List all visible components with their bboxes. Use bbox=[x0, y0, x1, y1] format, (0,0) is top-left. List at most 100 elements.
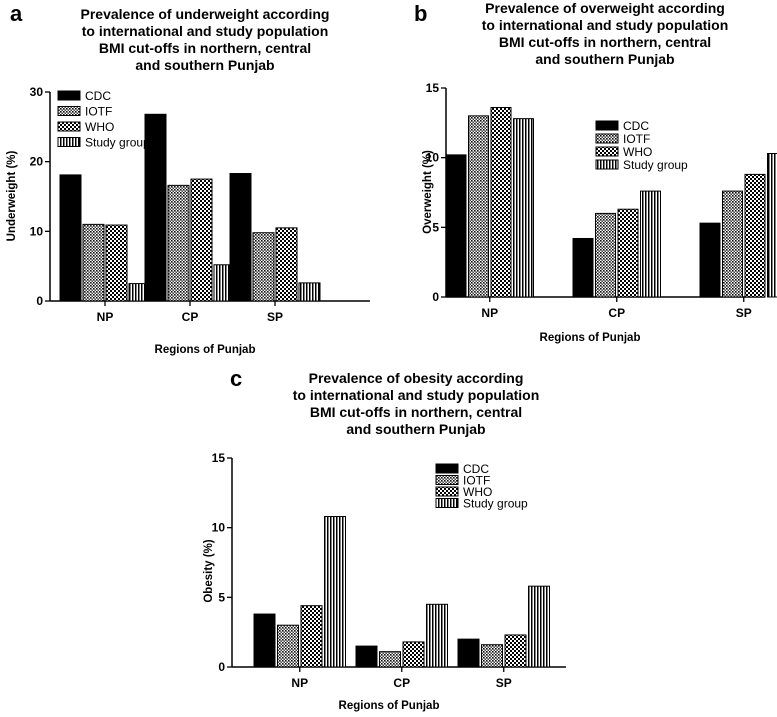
bar-cdc bbox=[355, 645, 378, 668]
bar-cdc bbox=[445, 154, 467, 298]
bar-iotf bbox=[595, 212, 616, 298]
legend-label: CDC bbox=[623, 119, 649, 133]
bar-cdc bbox=[572, 237, 594, 298]
bar-study-group bbox=[528, 585, 550, 668]
chart-title-line: and southern Punjab bbox=[535, 51, 675, 67]
bar-cdc bbox=[699, 222, 721, 298]
panel-label-b: b bbox=[414, 1, 428, 26]
bar-study-group bbox=[324, 516, 346, 668]
legend-label: WHO bbox=[85, 120, 114, 134]
bar-who bbox=[504, 634, 527, 668]
bar-cdc bbox=[144, 113, 167, 302]
chart-title-c: Prevalence of obesity according to inter… bbox=[258, 370, 574, 438]
bar-who bbox=[275, 227, 298, 302]
bar-iotf bbox=[722, 190, 743, 298]
legend-label: WHO bbox=[623, 145, 652, 159]
x-axis-label-a: Regions of Punjab bbox=[154, 344, 256, 356]
legend-swatch bbox=[435, 463, 459, 474]
legend-swatch bbox=[595, 146, 619, 157]
bar-who bbox=[105, 224, 128, 302]
legend-label: IOTF bbox=[463, 474, 490, 488]
x-tick-label: SP bbox=[496, 676, 512, 690]
legend-swatch bbox=[595, 120, 619, 131]
chart-title-line: BMI cut-offs in northern, central bbox=[98, 40, 312, 56]
panel-label-c: c bbox=[230, 366, 243, 391]
x-axis-label-c: Regions of Punjab bbox=[338, 700, 440, 712]
bar-iotf bbox=[468, 115, 489, 298]
chart-title-line: to international and study population bbox=[481, 17, 729, 33]
legend-swatch bbox=[57, 137, 81, 147]
legend-swatch bbox=[595, 159, 619, 170]
legend-label: CDC bbox=[85, 89, 111, 103]
bar-iotf bbox=[252, 232, 275, 302]
bar-iotf bbox=[277, 624, 299, 668]
x-tick-label: NP bbox=[291, 676, 308, 690]
y-tick-label: 5 bbox=[432, 220, 439, 234]
legend-label: WHO bbox=[463, 485, 492, 499]
bar-who bbox=[300, 605, 323, 668]
bar-iotf bbox=[167, 184, 190, 302]
y-tick-label: 0 bbox=[218, 660, 225, 674]
x-tick-label: NP bbox=[97, 310, 114, 324]
panel-label-a: a bbox=[10, 1, 23, 26]
legend-swatch bbox=[57, 90, 81, 101]
legend-label: CDC bbox=[463, 462, 489, 476]
legend-label: Study group bbox=[623, 158, 688, 172]
bar-who bbox=[744, 173, 766, 298]
bar-who bbox=[490, 107, 512, 298]
chart-title-line: to international and study population bbox=[81, 23, 329, 39]
bar-iotf bbox=[481, 644, 503, 668]
legend-label: IOTF bbox=[85, 105, 112, 119]
y-tick-label: 10 bbox=[426, 151, 440, 165]
bar-who bbox=[190, 178, 213, 302]
bar-study-group bbox=[426, 603, 448, 668]
chart-title-line: Prevalence of overweight according bbox=[485, 0, 725, 16]
bar-iotf bbox=[82, 223, 105, 302]
x-tick-label: CP bbox=[393, 676, 410, 690]
bar-study-group bbox=[767, 152, 777, 298]
bar-who bbox=[617, 208, 639, 298]
y-tick-label: 5 bbox=[218, 590, 225, 604]
x-axis-label-b: Regions of Punjab bbox=[539, 332, 641, 344]
y-tick-label: 15 bbox=[426, 81, 440, 95]
x-tick-label: SP bbox=[736, 306, 752, 320]
y-tick-label: 0 bbox=[36, 294, 43, 308]
y-tick-label: 0 bbox=[432, 290, 439, 304]
legend-label: Study group bbox=[463, 497, 528, 511]
legend-swatch bbox=[57, 106, 81, 116]
bar-who bbox=[402, 641, 425, 668]
legend-swatch bbox=[435, 475, 459, 485]
bar-study-group bbox=[298, 282, 321, 302]
x-tick-label: SP bbox=[267, 310, 283, 324]
bar-cdc bbox=[457, 638, 480, 668]
legend-swatch bbox=[435, 498, 459, 508]
y-tick-label: 10 bbox=[212, 521, 226, 535]
x-tick-label: CP bbox=[182, 310, 199, 324]
bar-cdc bbox=[229, 173, 252, 302]
chart-title-line: to international and study population bbox=[292, 387, 540, 403]
legend-label: IOTF bbox=[623, 132, 650, 146]
legend-swatch bbox=[57, 121, 81, 132]
y-tick-label: 10 bbox=[30, 224, 44, 238]
legend-swatch bbox=[595, 133, 619, 144]
bar-cdc bbox=[59, 174, 82, 302]
legend-swatch bbox=[435, 486, 459, 497]
chart-title-line: and southern Punjab bbox=[346, 421, 486, 437]
chart-title-b: Prevalence of overweight according to in… bbox=[440, 0, 770, 68]
y-tick-label: 30 bbox=[30, 85, 44, 99]
bar-iotf bbox=[379, 651, 401, 668]
bar-cdc bbox=[253, 613, 276, 668]
legend-label: Study group bbox=[85, 136, 150, 150]
chart-title-a: Prevalence of underweight according to i… bbox=[40, 6, 370, 74]
bar-study-group bbox=[513, 118, 534, 298]
x-tick-label: NP bbox=[481, 306, 498, 320]
chart-title-line: Prevalence of underweight according bbox=[80, 6, 330, 22]
chart-title-line: and southern Punjab bbox=[135, 57, 275, 73]
chart-title-line: BMI cut-offs in northern, central bbox=[309, 404, 523, 420]
x-tick-label: CP bbox=[608, 306, 625, 320]
chart-title-line: Prevalence of obesity according bbox=[308, 370, 524, 386]
bar-study-group bbox=[640, 190, 661, 298]
